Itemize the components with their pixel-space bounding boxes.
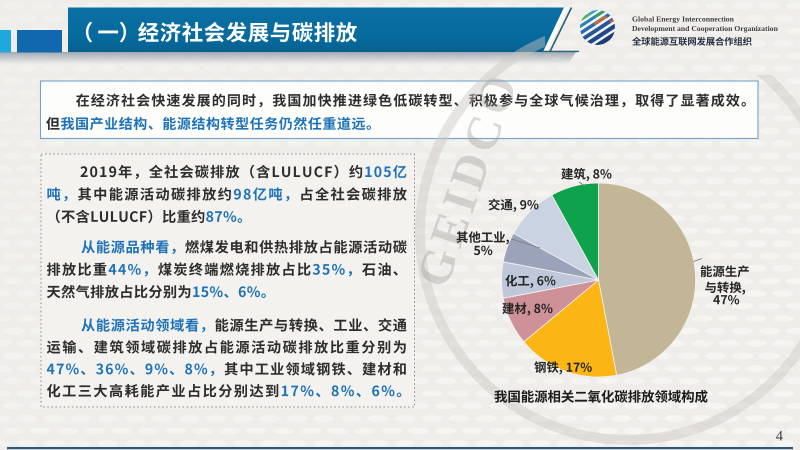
- svg-text:4: 4: [776, 429, 784, 445]
- svg-text:Global Energy Interconnection: Global Energy Interconnection: [632, 15, 735, 24]
- svg-text:Development and Cooperation Or: Development and Cooperation Organization: [632, 24, 779, 33]
